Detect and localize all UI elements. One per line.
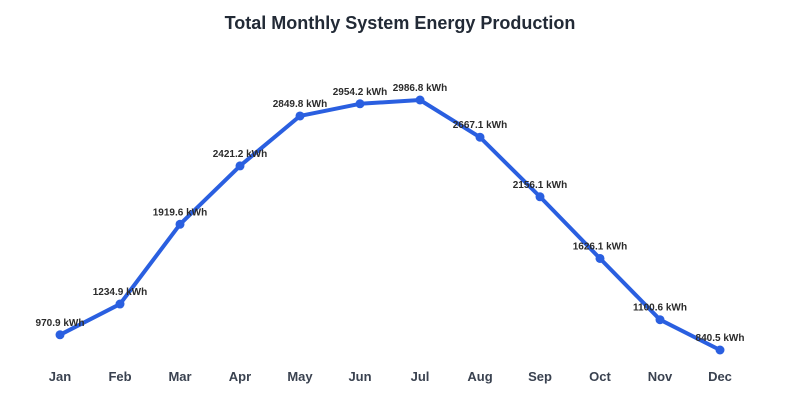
x-axis: Jan Feb Mar Apr May Jun Jul Aug Sep Oct Nov Dec [49, 369, 732, 384]
data-label-oct: 1626.1 kWh [573, 241, 627, 252]
data-label-mar: 1919.6 kWh [153, 207, 207, 218]
data-label-nov: 1100.6 kWh [633, 303, 687, 314]
data-point-sep[interactable] [535, 192, 545, 202]
series-line [58, 98, 722, 352]
data-point-mar[interactable] [175, 219, 185, 229]
data-label-jun: 2954.2 kWh [333, 87, 387, 98]
data-point-apr[interactable] [235, 161, 245, 171]
data-label-aug: 2667.1 kWh [453, 120, 507, 131]
data-label-layer: 970.9 kWh 1234.9 kWh 1919.6 kWh 2421.2 kWh 2… [36, 83, 745, 344]
data-point-feb[interactable] [115, 299, 125, 309]
data-label-feb: 1234.9 kWh [93, 287, 147, 298]
x-tick-label-nov: Nov [648, 369, 673, 384]
x-tick-label-feb: Feb [108, 369, 131, 384]
x-tick-label-jan: Jan [49, 369, 71, 384]
data-label-jan: 970.9 kWh [36, 318, 85, 329]
x-tick-label-aug: Aug [467, 369, 492, 384]
x-tick-label-oct: Oct [589, 369, 611, 384]
data-point-nov[interactable] [655, 315, 665, 325]
data-label-may: 2849.8 kWh [273, 99, 327, 110]
data-point-dec[interactable] [715, 345, 725, 355]
data-label-apr: 2421.2 kWh [213, 149, 267, 160]
data-point-may[interactable] [295, 111, 305, 121]
data-label-sep: 2156.1 kWh [513, 180, 567, 191]
data-label-dec: 840.5 kWh [696, 333, 745, 344]
series-layer [55, 95, 725, 355]
data-label-jul: 2986.8 kWh [393, 83, 447, 94]
data-point-jul[interactable] [415, 95, 425, 105]
data-point-jun[interactable] [355, 99, 365, 109]
x-tick-label-sep: Sep [528, 369, 552, 384]
x-tick-label-apr: Apr [229, 369, 251, 384]
x-tick-label-mar: Mar [168, 369, 191, 384]
chart-title: Total Monthly System Energy Production [225, 13, 576, 33]
x-tick-label-jun: Jun [348, 369, 371, 384]
data-point-aug[interactable] [475, 132, 485, 142]
x-tick-label-dec: Dec [708, 369, 732, 384]
x-tick-label-jul: Jul [411, 369, 430, 384]
data-point-oct[interactable] [595, 253, 605, 263]
data-point-jan[interactable] [55, 330, 65, 340]
x-tick-label-may: May [287, 369, 313, 384]
